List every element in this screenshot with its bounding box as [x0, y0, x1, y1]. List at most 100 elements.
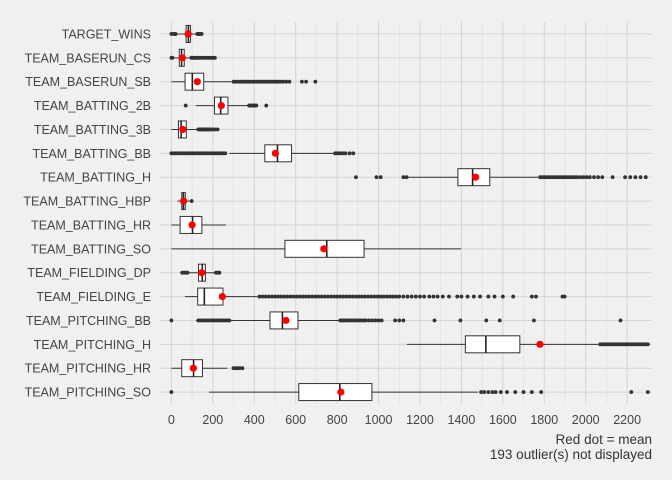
x-tick-label: 200 [202, 413, 223, 427]
outlier-point [276, 294, 280, 299]
outlier-point [273, 294, 277, 299]
outlier-point [301, 294, 305, 299]
outlier-point [185, 270, 190, 275]
category-label: TEAM_BATTING_HBP [23, 195, 151, 209]
category-label: TEAM_BATTING_SO [31, 242, 151, 256]
outlier-point [401, 175, 406, 180]
mean-point [189, 364, 197, 372]
mean-point [217, 101, 225, 110]
outlier-point [397, 294, 402, 299]
outlier-point [353, 294, 358, 299]
mean-point [282, 316, 290, 325]
category-label: TEAM_BASERUN_CS [25, 51, 151, 65]
box-team-batting-so [171, 239, 462, 258]
category-label: TEAM_PITCHING_BB [26, 314, 151, 328]
x-axis-ticks: 0 200 400 600 800 1000 1200 1400 1600 1800 2000 220… [168, 413, 641, 427]
outlier-point [285, 294, 290, 299]
x-tick-label: 400 [244, 413, 265, 427]
outlier-point [529, 294, 534, 299]
outlier-point [288, 294, 293, 299]
outlier-point [257, 294, 262, 299]
outlier-point [291, 294, 296, 299]
outlier-point [645, 390, 650, 394]
outlier-point [212, 55, 217, 60]
box-team-fielding-e [184, 287, 567, 306]
outlier-point [169, 318, 174, 323]
mean-point [184, 30, 192, 38]
iqr-box [298, 383, 373, 402]
outlier-point [341, 294, 346, 299]
outlier-point [418, 294, 422, 299]
outlier-point [366, 294, 371, 299]
box-team-pitching-so [169, 383, 650, 402]
outlier-point [482, 390, 487, 394]
outlier-point [329, 294, 333, 299]
outlier-point [539, 390, 544, 394]
outlier-point [378, 175, 383, 180]
category-label: TEAM_BATTING_HR [31, 218, 151, 232]
outlier-point [592, 175, 596, 180]
x-tick-label: 2200 [613, 413, 641, 427]
outlier-point [500, 294, 505, 299]
outlier-point [183, 103, 188, 108]
mean-point [536, 340, 544, 348]
outlier-point [388, 294, 392, 299]
outlier-point [401, 318, 406, 323]
outlier-point [596, 175, 601, 180]
mean-point [179, 125, 187, 134]
outlier-point [397, 318, 402, 323]
outlier-point [581, 175, 586, 180]
mean-point [337, 388, 345, 396]
category-label: TEAM_BATTING_BB [32, 147, 151, 161]
category-label: TEAM_PITCHING_HR [25, 362, 151, 376]
outlier-point [319, 294, 324, 299]
category-label: TEAM_FIELDING_E [36, 290, 151, 304]
outlier-point [578, 175, 583, 180]
outlier-point [478, 294, 482, 299]
note-mean: Red dot = mean [556, 432, 652, 447]
category-label: TEAM_PITCHING_H [34, 338, 151, 352]
outlier-point [432, 318, 437, 323]
outlier-point [529, 390, 534, 394]
outlier-point [623, 175, 627, 180]
outlier-point [479, 390, 483, 394]
outlier-point [294, 294, 299, 299]
box-team-pitching-bb [169, 311, 623, 330]
outlier-point [465, 294, 470, 299]
outlier-point [313, 79, 318, 84]
outlier-point [378, 294, 383, 299]
mean-point [178, 54, 186, 62]
outlier-point [325, 294, 330, 299]
outlier-point [199, 32, 204, 36]
outlier-point [638, 175, 643, 180]
box-team-batting-hbp [177, 192, 194, 211]
outlier-point [354, 175, 358, 180]
outlier-point [379, 318, 384, 323]
box-target-wins [169, 24, 204, 43]
outlier-point [413, 294, 418, 299]
outlier-point [284, 79, 289, 84]
outlier-point [584, 175, 589, 180]
category-label: TEAM_FIELDING_DP [27, 266, 151, 280]
x-tick-label: 1200 [406, 413, 434, 427]
outlier-point [534, 294, 538, 299]
outlier-point [521, 390, 526, 394]
outlier-point [300, 79, 304, 84]
mean-point [320, 245, 328, 253]
outlier-point [459, 294, 464, 299]
outlier-point [287, 79, 292, 84]
outlier-point [404, 175, 409, 180]
outlier-point [393, 318, 398, 323]
outlier-point [505, 390, 509, 394]
outlier-point [645, 342, 650, 347]
box-team-batting-2b [183, 96, 269, 115]
outlier-point [409, 294, 414, 299]
outlier-point [169, 390, 174, 394]
category-label: TEAM_BATTING_2B [34, 99, 151, 113]
x-tick-label: 1000 [365, 413, 393, 427]
outlier-point [347, 151, 352, 156]
mean-point [180, 197, 188, 205]
boxes [169, 24, 650, 402]
outlier-point [471, 294, 476, 299]
outlier-point [227, 318, 232, 323]
